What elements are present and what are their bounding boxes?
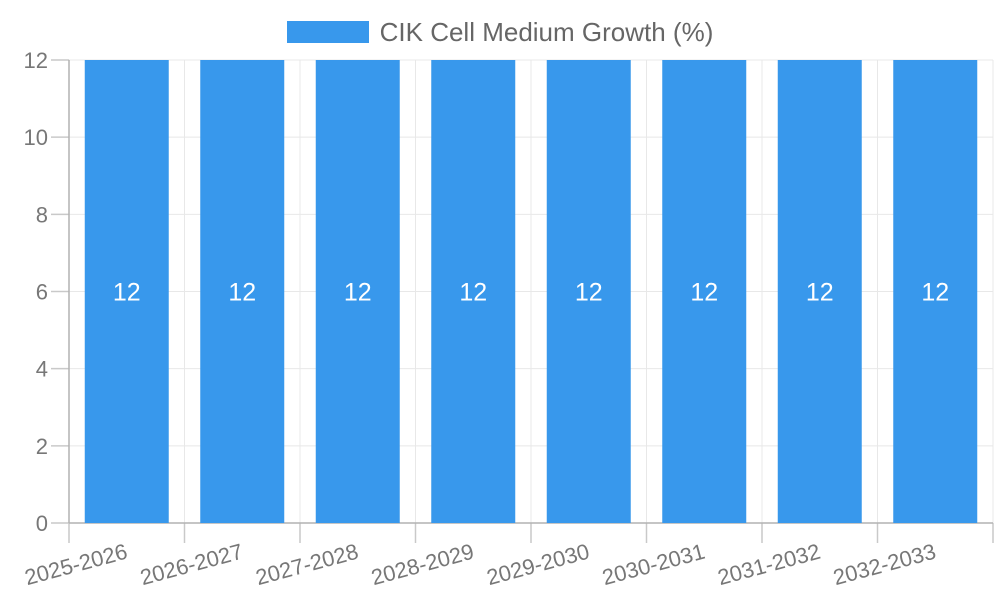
x-tick-label: 2026-2027 <box>137 539 245 590</box>
y-tick-label: 6 <box>36 280 48 305</box>
y-tick-label: 10 <box>24 125 48 150</box>
bar[interactable] <box>662 60 747 523</box>
bar-value-label: 12 <box>344 279 372 307</box>
x-tick-label: 2030-2031 <box>599 539 707 590</box>
bar-value-label: 12 <box>690 279 718 307</box>
bar-value-label: 12 <box>921 279 949 307</box>
bar[interactable] <box>200 60 285 523</box>
legend-item[interactable]: CIK Cell Medium Growth (%) <box>286 17 714 47</box>
x-tick-label: 2031-2032 <box>715 539 823 590</box>
bar[interactable] <box>431 60 516 523</box>
x-tick-label: 2027-2028 <box>253 539 361 590</box>
y-tick-label: 8 <box>36 202 48 227</box>
x-tick-label: 2025-2026 <box>22 539 130 590</box>
bar[interactable] <box>893 60 978 523</box>
bar-value-label: 12 <box>806 279 834 307</box>
y-tick-label: 4 <box>36 357 48 382</box>
bar-value-label: 12 <box>113 279 141 307</box>
bar[interactable] <box>546 60 631 523</box>
x-tick-label: 2029-2030 <box>484 539 592 590</box>
bar-value-label: 12 <box>575 279 603 307</box>
bar-value-label: 12 <box>228 279 256 307</box>
y-tick-label: 0 <box>36 511 48 536</box>
bar[interactable] <box>84 60 169 523</box>
legend-swatch <box>286 21 369 43</box>
bar-value-label: 12 <box>459 279 487 307</box>
bar[interactable] <box>777 60 862 523</box>
y-tick-label: 12 <box>24 48 48 73</box>
x-tick-label: 2032-2033 <box>830 539 938 590</box>
legend-label: CIK Cell Medium Growth (%) <box>379 17 714 47</box>
y-tick-label: 2 <box>36 434 48 459</box>
bar[interactable] <box>315 60 400 523</box>
legend: CIK Cell Medium Growth (%) <box>0 18 1000 46</box>
x-tick-label: 2028-2029 <box>368 539 476 590</box>
